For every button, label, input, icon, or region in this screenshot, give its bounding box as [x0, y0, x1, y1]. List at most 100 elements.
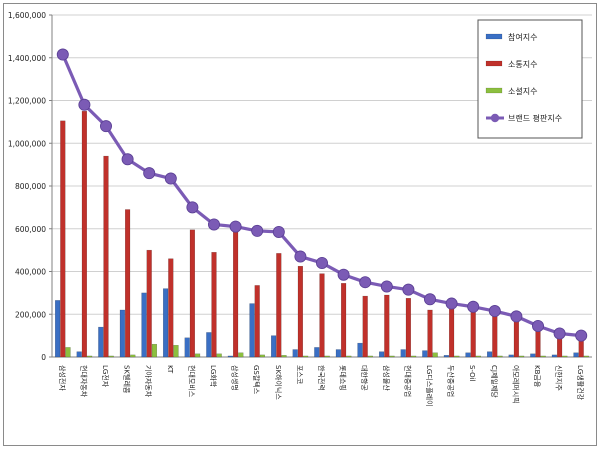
- line-point: [294, 250, 307, 263]
- bar-참여지수: [508, 354, 514, 358]
- bar-참여지수: [379, 351, 385, 358]
- bar-소셜지수: [411, 355, 417, 358]
- y-tick-label: 0: [41, 353, 46, 362]
- x-tick-label: LG전자: [101, 365, 110, 388]
- line-point: [56, 48, 69, 61]
- bar-소통지수: [232, 231, 239, 358]
- x-tick-label: 삼성전자: [58, 365, 67, 391]
- bar-참여지수: [314, 347, 320, 358]
- bar-소셜지수: [130, 354, 136, 358]
- x-tick-label: GS칼텍스: [252, 365, 261, 395]
- bar-소셜지수: [454, 355, 460, 358]
- bar-소통지수: [405, 298, 412, 358]
- x-tick-label: 신한지주: [555, 365, 564, 391]
- bar-소셜지수: [432, 352, 438, 358]
- bar-참여지수: [292, 349, 298, 358]
- x-tick-label: CJ제일제당: [490, 365, 499, 398]
- bar-소셜지수: [86, 355, 93, 358]
- bar-소셜지수: [389, 355, 395, 358]
- bar-소셜지수: [259, 354, 266, 358]
- bar-참여지수: [357, 342, 363, 358]
- bar-소셜지수: [65, 347, 71, 358]
- bar-소셜지수: [194, 353, 201, 358]
- bar-소통지수: [535, 327, 541, 358]
- x-tick-label: 삼성생명: [231, 365, 240, 391]
- x-tick-label: S-Oil: [468, 365, 476, 382]
- y-tick-label: 1,200,000: [8, 97, 46, 106]
- x-tick-label: KT: [166, 365, 174, 374]
- bar-참여지수: [443, 355, 450, 358]
- bar-참여지수: [76, 351, 82, 358]
- bar-소통지수: [492, 314, 498, 358]
- bar-소통지수: [362, 295, 368, 358]
- line-point: [423, 293, 436, 306]
- bar-소셜지수: [173, 345, 179, 358]
- legend-label: 소통지수: [508, 60, 537, 69]
- legend-label: 브랜드 평판지수: [508, 113, 562, 123]
- bar-소통지수: [276, 253, 282, 358]
- bar-소통지수: [146, 249, 152, 358]
- line-point: [467, 300, 480, 313]
- x-tick-label: 롯데쇼핑: [339, 365, 348, 391]
- bar-참여지수: [335, 349, 342, 358]
- line-point: [78, 98, 91, 111]
- x-tick-label: 한국전력: [317, 365, 326, 391]
- bar-소셜지수: [540, 355, 546, 358]
- bar-소통지수: [254, 285, 260, 358]
- x-tick-label: KB금융: [533, 365, 541, 388]
- bar-소통지수: [211, 252, 217, 358]
- bar-소통지수: [341, 283, 347, 358]
- line-point: [272, 225, 285, 238]
- bar-소셜지수: [583, 355, 590, 358]
- bar-참여지수: [573, 352, 579, 358]
- x-tick-label: 삼성물산: [382, 365, 391, 391]
- legend-label: 소셜지수: [508, 87, 537, 96]
- x-tick-label: 기아자동차: [144, 365, 153, 398]
- bar-참여지수: [249, 303, 255, 358]
- bar-소셜지수: [519, 355, 525, 358]
- bar-소셜지수: [475, 355, 482, 358]
- legend-swatch: [485, 60, 503, 67]
- bar-소통지수: [513, 320, 520, 358]
- bar-참여지수: [184, 337, 190, 358]
- bar-소셜지수: [562, 355, 568, 358]
- x-tick-label: LG화학: [209, 365, 218, 388]
- line-point: [229, 220, 242, 233]
- bar-소통지수: [297, 265, 304, 358]
- x-tick-label: 포스코: [295, 365, 303, 385]
- bar-소통지수: [449, 306, 455, 358]
- bar-참여지수: [551, 354, 558, 358]
- bar-참여지수: [227, 355, 234, 358]
- bar-소통지수: [384, 294, 390, 358]
- line-point: [121, 153, 134, 166]
- bar-소셜지수: [108, 355, 114, 358]
- x-tick-label: 현대모비스: [187, 365, 196, 398]
- bar-소셜지수: [303, 355, 309, 358]
- y-tick-label: 1,600,000: [8, 11, 46, 20]
- bar-참여지수: [98, 326, 104, 358]
- x-tick-label: LG생활건강: [576, 365, 585, 401]
- bar-소셜지수: [281, 355, 287, 358]
- x-tick-label: 현대중공업: [403, 365, 411, 397]
- bar-소셜지수: [238, 352, 244, 358]
- line-point: [488, 305, 501, 318]
- bar-참여지수: [271, 335, 277, 358]
- line-point: [402, 283, 415, 296]
- x-tick-label: 아모레퍼시픽: [511, 365, 520, 404]
- x-tick-label: 대한항공: [360, 365, 369, 391]
- bar-소셜지수: [367, 355, 374, 358]
- line-point: [100, 120, 113, 133]
- legend-marker: [490, 113, 500, 123]
- bar-참여지수: [206, 332, 212, 358]
- x-tick-label: SK텔레콤: [123, 365, 132, 394]
- bar-참여지수: [141, 292, 147, 358]
- bar-소통지수: [103, 155, 109, 358]
- line-point: [575, 329, 588, 342]
- line-point: [445, 297, 458, 310]
- line-point: [553, 327, 566, 340]
- line-point: [143, 167, 156, 180]
- bar-소통지수: [319, 273, 325, 358]
- bar-소통지수: [470, 311, 476, 358]
- bar-소통지수: [427, 309, 433, 358]
